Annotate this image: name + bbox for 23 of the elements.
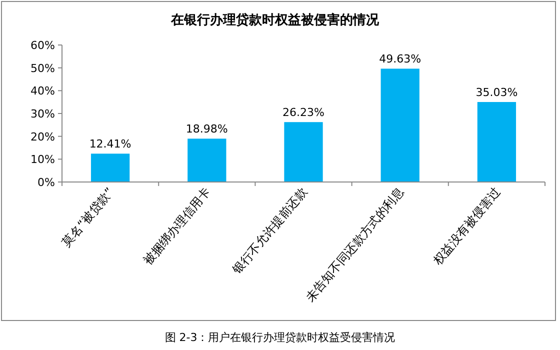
caption: 图 2-3：用户在银行办理贷款时权益受侵害情况 bbox=[164, 331, 396, 344]
bar bbox=[477, 102, 516, 182]
bar bbox=[188, 138, 226, 182]
y-tick-label: 10% bbox=[30, 153, 55, 166]
y-tick-label: 0% bbox=[38, 176, 55, 189]
data-label: 12.41% bbox=[89, 138, 132, 151]
y-tick-label: 20% bbox=[30, 130, 55, 144]
x-tick-label: 权益没有被侵害过 bbox=[430, 184, 503, 268]
chart-title: 在银行办理贷款时权益被侵害的情况 bbox=[170, 12, 380, 28]
data-label: 35.03% bbox=[476, 86, 518, 100]
bar bbox=[380, 68, 420, 182]
y-tick-label: 50% bbox=[30, 62, 55, 75]
bar bbox=[90, 154, 130, 182]
data-label: 18.98% bbox=[186, 122, 228, 136]
x-tick-label: 银行不允许提前还款 bbox=[229, 184, 310, 278]
y-tick-label: 40% bbox=[30, 84, 55, 98]
y-tick-label: 60% bbox=[30, 39, 55, 52]
data-label: 49.63% bbox=[379, 52, 422, 66]
x-tick-label: 莫名“被贷款” bbox=[59, 184, 117, 250]
data-label: 26.23% bbox=[282, 106, 324, 120]
bar bbox=[284, 122, 323, 182]
x-tick-label: 被捆绑办理信用卡 bbox=[140, 184, 214, 268]
y-tick-label: 30% bbox=[30, 108, 55, 120]
